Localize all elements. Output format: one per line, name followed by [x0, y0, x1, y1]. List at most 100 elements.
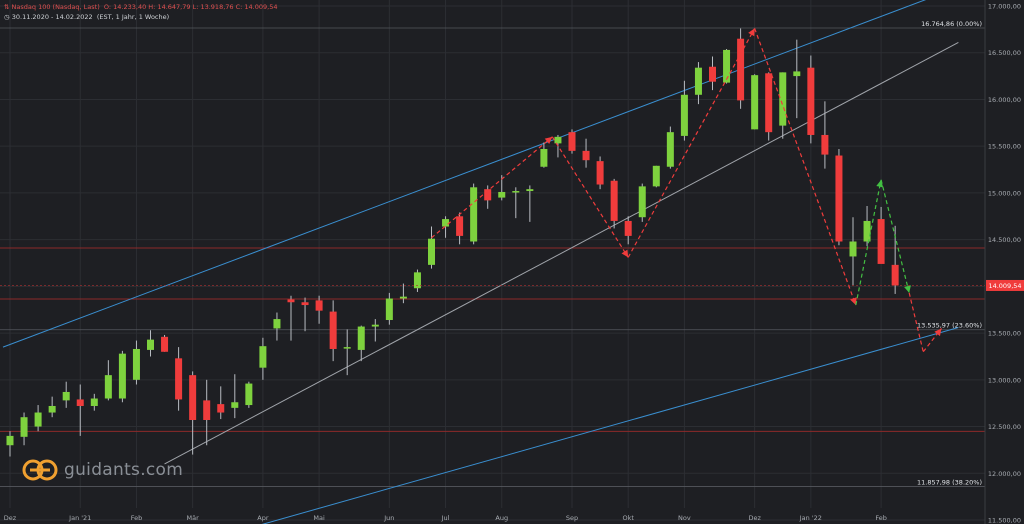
candle [6, 431, 14, 457]
candle [638, 183, 646, 222]
candle [484, 185, 492, 209]
candle [34, 405, 42, 432]
y-tick-label: 16.000,00 [988, 96, 1021, 104]
level-layer: 16.764,86 (0.00%) 13.535,97 (23.60%) 11.85… [0, 20, 985, 487]
channel-middle-line [164, 42, 959, 465]
x-tick-label: Mär [187, 514, 200, 522]
candle-body [807, 67, 815, 135]
candle-body [385, 298, 393, 321]
candle-body [118, 353, 126, 399]
candle-body [203, 400, 211, 421]
candle-body [680, 94, 688, 136]
candle-body [245, 383, 253, 406]
candle-body [793, 71, 801, 77]
candle [371, 319, 379, 342]
candle [90, 393, 98, 411]
candle [428, 226, 435, 269]
channel-lower-line [261, 327, 959, 524]
candle [259, 337, 267, 380]
projection-arrowhead [850, 297, 857, 306]
candle-body [231, 402, 239, 408]
candle [132, 340, 140, 385]
y-tick-label: 11.500,00 [988, 517, 1021, 524]
x-tick-label: Jun [383, 514, 394, 522]
candle [413, 269, 421, 292]
x-tick-label: Apr [257, 514, 269, 522]
candle [385, 292, 393, 325]
y-tick-label: 12.500,00 [988, 423, 1021, 431]
y-tick-label: 17.000,00 [988, 3, 1021, 11]
y-tick-label: 16.500,00 [988, 49, 1021, 57]
instrument-name: Nasdaq 100 (Nasdaq, Last) [11, 3, 100, 11]
candle-body [540, 148, 548, 167]
candle [189, 371, 197, 455]
candle [723, 48, 731, 84]
candle-body [821, 134, 829, 155]
x-tick-label: Mai [313, 514, 325, 522]
candle-body [498, 191, 506, 198]
candle-layer [6, 28, 899, 457]
candle [273, 312, 281, 341]
candle [680, 80, 688, 141]
candle-body [877, 219, 885, 264]
fib-level-label: 13.535,97 (23.60%) [917, 322, 982, 330]
candle-body [20, 417, 28, 437]
candle-body [259, 346, 267, 368]
projection-arrowhead [934, 328, 942, 337]
candle [48, 396, 56, 418]
candle-body [470, 187, 478, 242]
candle-body [624, 220, 632, 236]
candle-body [568, 132, 576, 151]
candle [568, 129, 576, 154]
candle-body [413, 272, 421, 289]
chart-header-instrument: ⇅ Nasdaq 100 (Nasdaq, Last) O: 14.233,40… [4, 3, 278, 11]
candle-body [329, 311, 337, 349]
grid-layer [0, 0, 985, 521]
projection-segment [431, 136, 553, 239]
y-tick-label: 15.500,00 [988, 143, 1021, 151]
candle [694, 62, 702, 105]
candle [596, 156, 604, 190]
period-info: (EST, 1 Jahr, 1 Woche) [96, 13, 170, 21]
guidants-logo-text: guidants.com [64, 460, 184, 480]
candle-body [456, 216, 464, 236]
projection-segment [880, 179, 910, 294]
candle [20, 412, 28, 446]
candle-body [849, 241, 857, 257]
x-tick-label: Jan '22 [799, 514, 822, 522]
candle [62, 381, 70, 408]
candle-body [217, 404, 225, 413]
candle-body [175, 358, 183, 400]
date-range: 30.11.2020 - 14.02.2022 [11, 13, 93, 21]
candle [175, 347, 183, 411]
candle [76, 384, 84, 436]
candle [161, 334, 169, 352]
candle-body [652, 165, 660, 187]
candle-body [582, 150, 590, 161]
x-tick-label: Jul [441, 514, 450, 522]
candle [329, 300, 337, 362]
instrument-icon: ⇅ [4, 3, 10, 11]
candle-body [484, 189, 492, 201]
candle-body [132, 348, 140, 380]
x-tick-label: Dez [748, 514, 761, 522]
candle [526, 185, 534, 222]
candle-body [76, 399, 84, 406]
candle-body [638, 186, 646, 218]
candle [287, 295, 295, 341]
candle [147, 330, 154, 357]
candle-body [737, 38, 745, 101]
candle-body [62, 391, 70, 401]
x-tick-label: Feb [131, 514, 143, 522]
candle [863, 205, 871, 247]
candle [399, 283, 407, 304]
candle [624, 216, 632, 245]
y-tick-label: 15.000,00 [988, 189, 1021, 197]
candle [245, 381, 253, 408]
candle-body [371, 324, 379, 327]
candle [652, 165, 660, 188]
candle [793, 39, 801, 119]
